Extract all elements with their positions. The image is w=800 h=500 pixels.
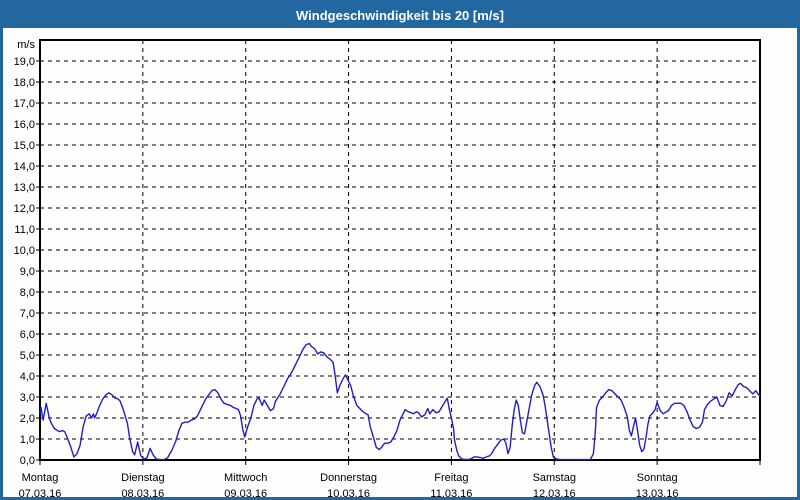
x-axis-day-label: Samstag bbox=[533, 472, 576, 484]
x-axis-day-label: Montag bbox=[22, 472, 59, 484]
y-axis-label: 14,0 bbox=[14, 161, 35, 173]
x-axis-day-label: Donnerstag bbox=[320, 472, 377, 484]
x-axis-date-label: 08.03.16 bbox=[121, 488, 164, 497]
y-axis-label: 16,0 bbox=[14, 119, 35, 131]
y-axis-label: 18,0 bbox=[14, 77, 35, 89]
x-axis-day-label: Mittwoch bbox=[224, 472, 267, 484]
x-axis-day-label: Dienstag bbox=[121, 472, 164, 484]
y-axis-label: 17,0 bbox=[14, 98, 35, 110]
y-axis-label: 11,0 bbox=[14, 224, 35, 236]
y-axis-label: 12,0 bbox=[14, 203, 35, 215]
x-axis-date-label: 12.03.16 bbox=[533, 488, 576, 497]
x-axis-day-label: Freitag bbox=[434, 472, 468, 484]
title-bar: Windgeschwindigkeit bis 20 [m/s] bbox=[3, 3, 797, 28]
y-axis-label: 5,0 bbox=[20, 350, 35, 362]
y-axis-unit-label: m/s bbox=[17, 39, 35, 51]
y-axis-label: 9,0 bbox=[20, 266, 35, 278]
y-axis-label: 3,0 bbox=[20, 392, 35, 404]
x-axis-date-label: 10.03.16 bbox=[327, 488, 370, 497]
y-axis-label: 7,0 bbox=[20, 308, 35, 320]
x-axis-date-label: 11.03.16 bbox=[430, 488, 472, 497]
y-axis-label: 10,0 bbox=[14, 245, 35, 257]
y-axis-label: 6,0 bbox=[20, 329, 35, 341]
y-axis-label: 4,0 bbox=[20, 371, 35, 383]
y-axis-label: 13,0 bbox=[14, 182, 35, 194]
y-axis-label: 19,0 bbox=[14, 56, 35, 68]
wind-speed-chart: 0,0 1,0 2,0 3,0 4,0 5,0 6,0 7,0 8,0 9,0 10,0 11,0 12… bbox=[14, 39, 761, 497]
y-axis-label: 1,0 bbox=[20, 434, 35, 446]
x-axis-day-label: Sonntag bbox=[637, 472, 678, 484]
x-axis-date-label: 09.03.16 bbox=[224, 488, 267, 497]
wind-speed-line bbox=[39, 342, 761, 461]
y-axis-label: 8,0 bbox=[20, 287, 35, 299]
x-axis-date-label: 13.03.16 bbox=[636, 488, 679, 497]
chart-title: Windgeschwindigkeit bis 20 [m/s] bbox=[296, 8, 504, 23]
y-axis-label: 15,0 bbox=[14, 140, 35, 152]
y-axis-label: 2,0 bbox=[20, 413, 35, 425]
y-axis-label: 0,0 bbox=[20, 455, 35, 467]
x-axis-date-label: 07.03.16 bbox=[19, 488, 62, 497]
